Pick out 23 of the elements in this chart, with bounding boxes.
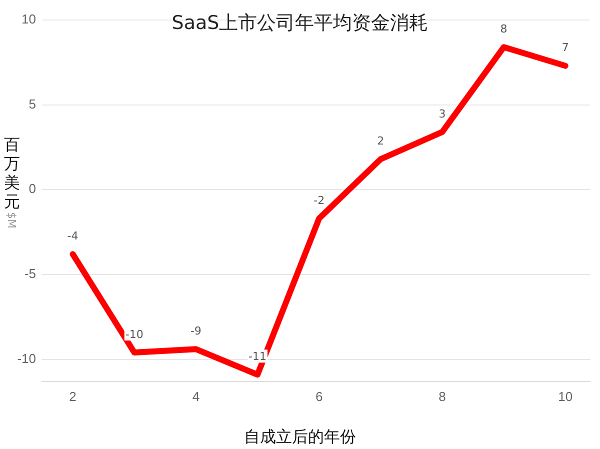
data-label: -4 bbox=[67, 230, 78, 243]
x-tick-label: 2 bbox=[69, 388, 76, 404]
y-axis-title: 百万美元 bbox=[4, 135, 21, 211]
y-tick-label: -10 bbox=[17, 350, 36, 366]
data-label: -9 bbox=[190, 324, 202, 338]
data-label: 3 bbox=[438, 107, 446, 120]
text: $M bbox=[5, 212, 18, 228]
x-tick-label: 10 bbox=[558, 388, 573, 404]
data-label: -10 bbox=[125, 328, 144, 341]
y-tick-label: 10 bbox=[22, 12, 36, 27]
data-label: 7 bbox=[562, 41, 569, 54]
chart-title: SaaS上市公司年平均资金消耗 bbox=[172, 12, 428, 34]
x-tick-label: 8 bbox=[438, 388, 446, 404]
y-tick-label: 0 bbox=[28, 181, 36, 196]
data-label: 2 bbox=[377, 134, 384, 148]
x-tick-label: 6 bbox=[315, 388, 323, 404]
y-tick-label: 5 bbox=[28, 96, 36, 112]
data-label: 8 bbox=[500, 22, 508, 36]
x-axis-title: 自成立后的年份 bbox=[243, 427, 357, 448]
y-tick-label: -5 bbox=[24, 266, 36, 282]
x-tick-label: 4 bbox=[192, 388, 200, 404]
data-label: -11 bbox=[248, 350, 266, 363]
data-label: -2 bbox=[314, 194, 325, 207]
